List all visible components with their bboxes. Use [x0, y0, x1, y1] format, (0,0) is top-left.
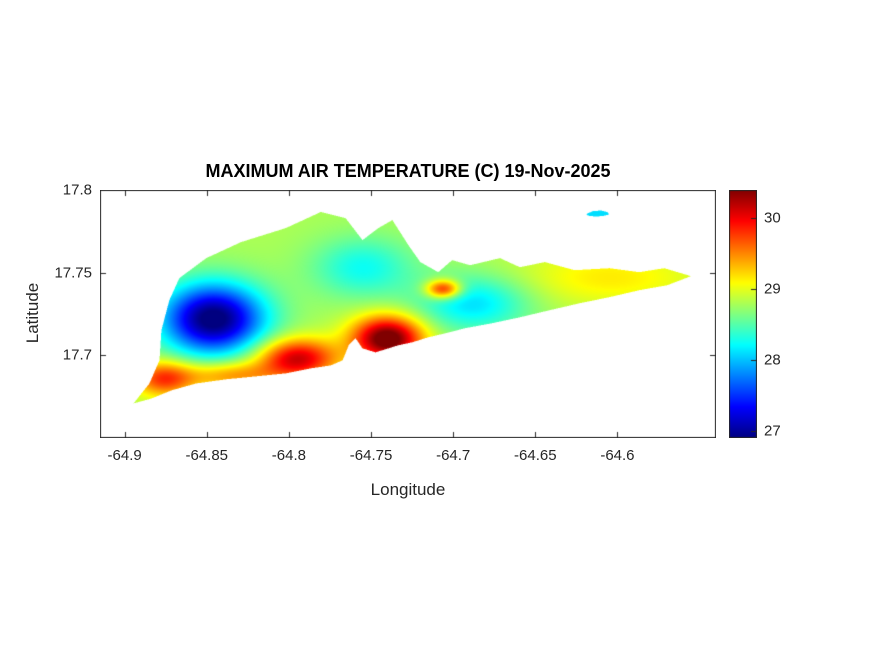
plot-area — [100, 190, 716, 438]
x-tick-label: -64.75 — [349, 447, 393, 464]
colorbar-tick-label: 28 — [764, 351, 781, 369]
colorbar-tick-label: 27 — [764, 422, 781, 440]
y-tick-label: 17.7 — [62, 346, 92, 364]
chart-title: MAXIMUM AIR TEMPERATURE (C) 19-Nov-2025 — [205, 161, 611, 181]
y-tick-label: 17.8 — [62, 181, 92, 199]
x-axis-label: Longitude — [370, 480, 446, 499]
x-tick-label: -64.7 — [436, 447, 471, 464]
temperature-map — [100, 190, 716, 438]
colorbar-tick-label: 30 — [764, 209, 781, 227]
colorbar-gradient — [729, 190, 757, 438]
x-tick-label: -64.65 — [514, 447, 557, 464]
x-tick-label: -64.6 — [600, 447, 635, 464]
x-tick-label: -64.8 — [271, 447, 307, 464]
x-tick-label: -64.9 — [107, 447, 142, 464]
y-axis-label: Latitude — [23, 282, 42, 344]
colorbar — [729, 190, 757, 438]
x-tick-label: -64.85 — [185, 447, 229, 464]
colorbar-tick-label: 29 — [764, 280, 781, 298]
y-tick-label: 17.75 — [54, 264, 92, 282]
